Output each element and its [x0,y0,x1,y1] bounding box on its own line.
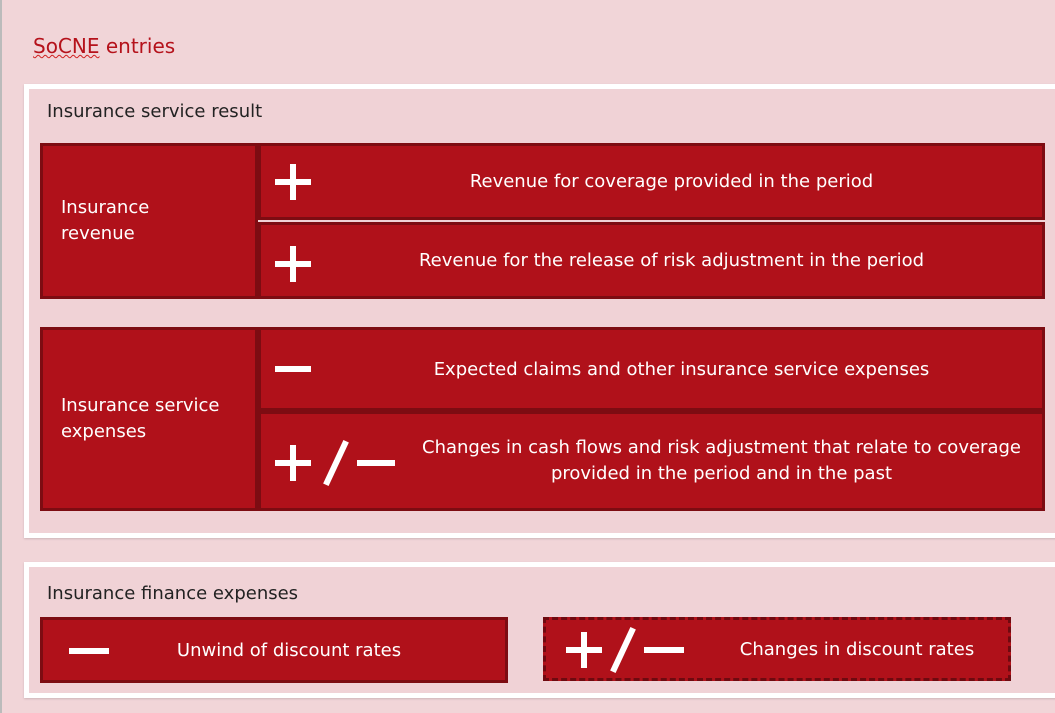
item-box: Expected claims and other insurance serv… [258,327,1045,411]
slash [610,626,636,674]
slash [323,439,349,487]
item-box: Revenue for coverage provided in the per… [258,143,1045,220]
section-label: Insurance finance expenses [47,583,299,604]
left-edge [0,0,10,713]
group-label-text: Insurance service expenses [61,395,220,442]
item-text: Changes in discount rates [739,638,975,660]
plus-v [290,445,296,481]
group-label: Insurance revenue [40,143,258,299]
item-text: Expected claims and other insurance serv… [433,358,930,380]
section-label: Insurance service result [47,101,263,122]
title-underlined: SoCNE [33,34,100,58]
item-box: Changes in cash flows and risk adjustmen… [258,411,1045,511]
title: SoCNE entries [33,34,175,58]
plus-v [581,632,587,668]
minus [644,647,684,653]
minus [275,366,311,372]
item-box: Revenue for the release of risk adjustme… [258,222,1045,299]
item-text: Changes in cash flows and risk adjustmen… [422,437,1021,484]
item-text: Revenue for coverage provided in the per… [469,171,874,192]
plus-v [290,164,296,200]
minus [69,648,109,654]
item-text: Unwind of discount rates [176,639,402,661]
item-box: Unwind of discount rates [40,617,508,683]
group-label-text: Insurance revenue [61,197,150,244]
title-rest: entries [105,34,176,58]
item-box: Changes in discount rates [543,617,1011,681]
item-text: Revenue for the release of risk adjustme… [418,250,925,271]
plus-v [290,246,296,282]
minus [357,460,395,466]
group-label: Insurance service expenses [40,327,258,511]
